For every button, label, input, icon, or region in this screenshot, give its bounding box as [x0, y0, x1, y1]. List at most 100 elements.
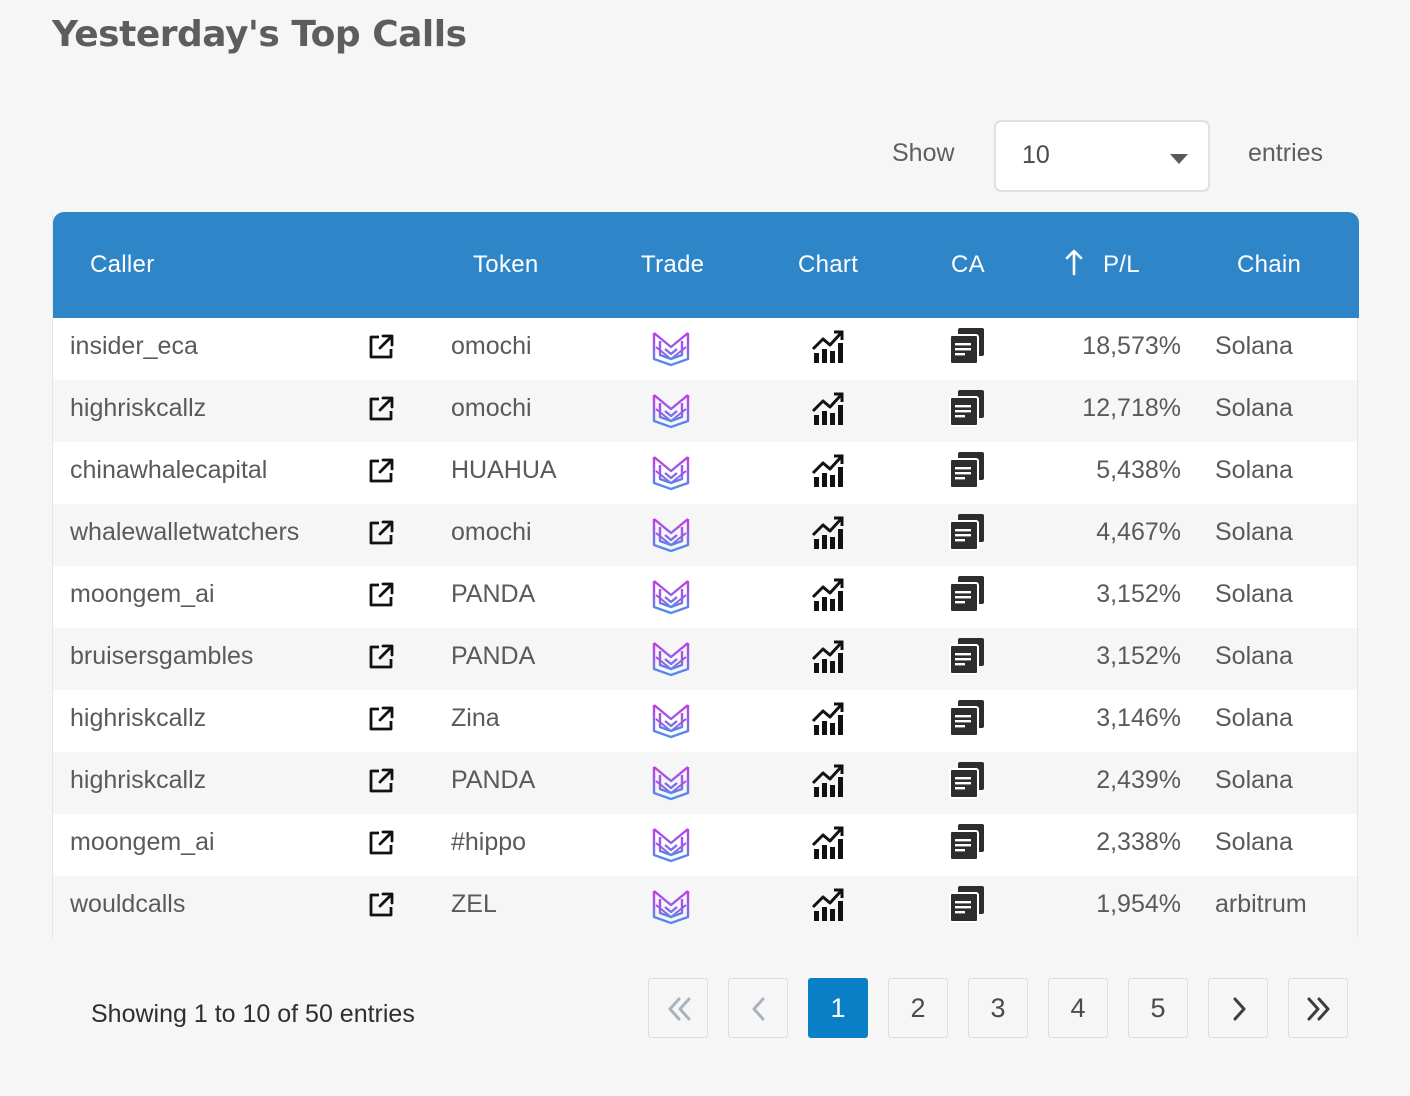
trade-logo-icon[interactable]	[651, 329, 691, 367]
chart-icon[interactable]	[811, 763, 845, 799]
chain-name: arbitrum	[1215, 890, 1307, 918]
trade-logo-icon[interactable]	[651, 453, 691, 491]
chevron-right-icon	[1233, 997, 1246, 1021]
token-name: Zina	[451, 704, 500, 732]
copy-icon[interactable]	[949, 823, 985, 861]
caret-down-icon	[1170, 154, 1188, 164]
copy-icon[interactable]	[949, 885, 985, 923]
first-page-button[interactable]	[648, 978, 708, 1038]
sort-ascending-icon[interactable]	[1063, 248, 1085, 278]
entries-per-page-select[interactable]: 10	[994, 120, 1210, 192]
caller-name: insider_eca	[70, 332, 198, 360]
external-link-icon[interactable]	[367, 519, 395, 547]
caller-name: highriskcallz	[70, 394, 207, 422]
token-name: PANDA	[451, 766, 536, 794]
chart-icon[interactable]	[811, 453, 845, 489]
last-page-button[interactable]	[1288, 978, 1348, 1038]
copy-icon[interactable]	[949, 389, 985, 427]
copy-icon[interactable]	[949, 761, 985, 799]
token-name: omochi	[451, 332, 532, 360]
external-link-icon[interactable]	[367, 395, 395, 423]
calls-table: Caller Token Trade Chart CA P/L Chain in…	[52, 212, 1359, 938]
copy-icon[interactable]	[949, 451, 985, 489]
caller-name: moongem_ai	[70, 828, 215, 856]
chart-icon[interactable]	[811, 887, 845, 923]
copy-icon[interactable]	[949, 513, 985, 551]
chain-name: Solana	[1215, 332, 1293, 360]
token-name: ZEL	[451, 890, 497, 918]
header-chart[interactable]: Chart	[798, 251, 859, 278]
pl-value: 4,467%	[1096, 518, 1181, 546]
header-ca[interactable]: CA	[951, 251, 985, 278]
header-token[interactable]: Token	[473, 251, 539, 278]
previous-page-button[interactable]	[728, 978, 788, 1038]
token-name: PANDA	[451, 580, 536, 608]
table-row: highriskcallz omochi 12,718% Solana	[53, 380, 1357, 442]
trade-logo-icon[interactable]	[651, 701, 691, 739]
chart-icon[interactable]	[811, 577, 845, 613]
table-row: bruisersgambles PANDA 3,152% Solana	[53, 628, 1357, 690]
trade-logo-icon[interactable]	[651, 639, 691, 677]
external-link-icon[interactable]	[367, 457, 395, 485]
trade-logo-icon[interactable]	[651, 763, 691, 801]
caller-name: highriskcallz	[70, 766, 207, 794]
header-pl[interactable]: P/L	[1103, 251, 1140, 278]
chain-name: Solana	[1215, 704, 1293, 732]
token-name: omochi	[451, 394, 532, 422]
chain-name: Solana	[1215, 580, 1293, 608]
trade-logo-icon[interactable]	[651, 577, 691, 615]
pl-value: 2,439%	[1096, 766, 1181, 794]
caller-name: chinawhalecapital	[70, 456, 268, 484]
chain-name: Solana	[1215, 518, 1293, 546]
external-link-icon[interactable]	[367, 581, 395, 609]
chart-icon[interactable]	[811, 515, 845, 551]
header-chain[interactable]: Chain	[1237, 251, 1302, 278]
next-page-button[interactable]	[1208, 978, 1268, 1038]
show-label: Show	[892, 139, 955, 167]
token-name: HUAHUA	[451, 456, 557, 484]
header-caller[interactable]: Caller	[90, 251, 155, 278]
copy-icon[interactable]	[949, 575, 985, 613]
chain-name: Solana	[1215, 394, 1293, 422]
page-4-button[interactable]: 4	[1048, 978, 1108, 1038]
copy-icon[interactable]	[949, 637, 985, 675]
chain-name: Solana	[1215, 828, 1293, 856]
caller-name: moongem_ai	[70, 580, 215, 608]
external-link-icon[interactable]	[367, 891, 395, 919]
entries-select-value: 10	[1022, 141, 1050, 169]
double-chevron-left-icon	[668, 997, 691, 1021]
external-link-icon[interactable]	[367, 829, 395, 857]
page-5-button[interactable]: 5	[1128, 978, 1188, 1038]
chart-icon[interactable]	[811, 639, 845, 675]
copy-icon[interactable]	[949, 699, 985, 737]
table-row: chinawhalecapital HUAHUA 5,438% Solana	[53, 442, 1357, 504]
chart-icon[interactable]	[811, 825, 845, 861]
trade-logo-icon[interactable]	[651, 391, 691, 429]
page-title: Yesterday's Top Calls	[52, 14, 467, 55]
header-trade[interactable]: Trade	[641, 251, 705, 278]
trade-logo-icon[interactable]	[651, 515, 691, 553]
pl-value: 1,954%	[1096, 890, 1181, 918]
chart-icon[interactable]	[811, 329, 845, 365]
page-1-button[interactable]: 1	[808, 978, 868, 1038]
table-row: moongem_ai #hippo 2,338% Solana	[53, 814, 1357, 876]
table-row: moongem_ai PANDA 3,152% Solana	[53, 566, 1357, 628]
external-link-icon[interactable]	[367, 643, 395, 671]
external-link-icon[interactable]	[367, 333, 395, 361]
trade-logo-icon[interactable]	[651, 825, 691, 863]
table-row: wouldcalls ZEL 1,954% arbitrum	[53, 876, 1357, 938]
table-info: Showing 1 to 10 of 50 entries	[91, 1000, 415, 1028]
external-link-icon[interactable]	[367, 767, 395, 795]
trade-logo-icon[interactable]	[651, 887, 691, 925]
external-link-icon[interactable]	[367, 705, 395, 733]
page-2-button[interactable]: 2	[888, 978, 948, 1038]
table-row: whalewalletwatchers omochi 4,467% Solana	[53, 504, 1357, 566]
pl-value: 3,146%	[1096, 704, 1181, 732]
copy-icon[interactable]	[949, 327, 985, 365]
chart-icon[interactable]	[811, 701, 845, 737]
pl-value: 2,338%	[1096, 828, 1181, 856]
chart-icon[interactable]	[811, 391, 845, 427]
caller-name: highriskcallz	[70, 704, 207, 732]
table-row: insider_eca omochi 18,573% Solana	[53, 318, 1357, 380]
page-3-button[interactable]: 3	[968, 978, 1028, 1038]
